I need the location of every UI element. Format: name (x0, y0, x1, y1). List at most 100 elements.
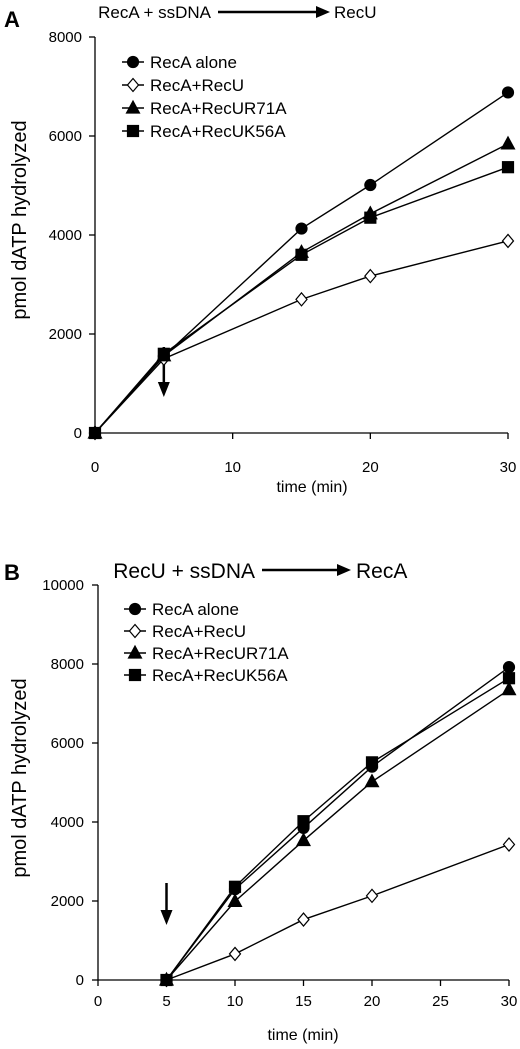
panel-b-y-tick-label: 8000 (51, 656, 84, 673)
panel-a-legend-label: RecA+RecUR71A (150, 99, 287, 118)
panel-a-x-tick-label: 20 (362, 459, 379, 476)
panel-b-legend-entry: RecA+RecU (124, 622, 246, 641)
panel-a-y-tick-label: 0 (74, 425, 82, 442)
panel-b-data-point (365, 756, 379, 769)
panel-b-y-tick-label: 2000 (51, 893, 84, 910)
panel-b-x-tick-label: 10 (227, 993, 244, 1010)
panel-a-data-point (500, 135, 516, 150)
panel-a-data-point (364, 268, 377, 284)
panel-a-legend-label: RecA+RecUK56A (150, 122, 286, 141)
panel-b-series-line (165, 689, 510, 981)
panel-a-letter: A (4, 7, 20, 32)
panel-a-y-tick-label: 2000 (49, 326, 82, 343)
panel-a-data-point (295, 291, 308, 307)
panel-a-legend-marker (126, 55, 140, 69)
panel-a-legend-marker (125, 99, 141, 114)
panel-b-legend-entry: RecA+RecUR71A (124, 644, 289, 663)
panel-b-x-tick-label: 5 (162, 993, 170, 1010)
panel-b-y-tick-label: 10000 (42, 577, 84, 594)
panel-b-x-tick-label: 15 (295, 993, 312, 1010)
panel-b-x-tick-label: 20 (364, 993, 381, 1010)
panel-b-legend-label: RecA+RecUR71A (152, 644, 289, 663)
panel-b-series-0 (160, 661, 516, 987)
panel-b-data-point (227, 893, 243, 907)
panel-a-data-point (501, 86, 515, 99)
panel-b-x-tick-label: 0 (94, 993, 102, 1010)
panel-b-y-tick-label: 4000 (51, 814, 84, 831)
panel-b-addition-arrow (160, 883, 173, 925)
panel-a-header-left: RecA + ssDNA (98, 3, 212, 22)
panel-b-data-point (502, 837, 516, 852)
panel-a-data-point (501, 233, 515, 249)
panel-a-series-1 (88, 233, 515, 441)
panel-b-series-3 (160, 672, 516, 987)
panel-b-letter: B (4, 560, 20, 585)
panel-a-legend-entry: RecA+RecUR71A (122, 99, 287, 118)
panel-a-series-2 (87, 135, 516, 439)
panel-b-header-arrow (262, 564, 351, 576)
panel-a-data-point (295, 222, 308, 235)
panel-b-data-point (297, 912, 310, 927)
panel-b-data-point (364, 773, 380, 788)
panel-b-data-point (228, 946, 242, 962)
panel-b-data-point (160, 973, 173, 987)
panel-a-legend-marker (126, 124, 140, 138)
panel-a-y-tick-label: 8000 (49, 29, 82, 46)
panel-a-x-tick-label: 30 (500, 459, 517, 476)
panel-b-legend-label: RecA+RecU (152, 622, 246, 641)
panel-a-x-tick-label: 10 (224, 459, 241, 476)
panel-a-y-tick-label: 4000 (49, 227, 82, 244)
panel-a-data-point (364, 178, 377, 192)
panel-b-legend: RecA alone RecA+RecU RecA+RecUR71A RecA+Rec… (124, 600, 289, 685)
panel-a-legend-label: RecA alone (150, 53, 237, 72)
panel-b-data-point (297, 815, 310, 828)
panel-b: B RecU + ssDNA RecA pmol dATP hydrolyzed… (4, 560, 517, 1044)
panel-a-data-point (501, 161, 515, 174)
panel-a: A RecA + ssDNA RecU pmol dATP hydrolyzed… (4, 3, 516, 496)
panel-b-data-point (501, 681, 517, 696)
panel-a-legend-marker (126, 77, 140, 93)
panel-b-data-point (295, 832, 312, 847)
panel-a-xlabel: time (min) (276, 479, 347, 496)
panel-a-series-line (94, 143, 509, 434)
panel-a-series-line (94, 91, 509, 434)
panel-b-legend-entry: RecA+RecUK56A (124, 666, 288, 685)
panel-b-legend-marker (128, 623, 142, 639)
panel-b-legend-label: RecA alone (152, 600, 239, 619)
panel-a-header-arrow (218, 6, 330, 18)
panel-a-data-point (157, 347, 170, 360)
panel-b-data-point (365, 888, 379, 904)
panel-a-legend-entry: RecA+RecU (122, 76, 244, 95)
panel-a-series-3 (88, 161, 515, 440)
panel-b-x-tick-label: 30 (501, 993, 518, 1010)
panel-a-header-right: RecU (334, 3, 377, 22)
panel-a-x-tick-label: 0 (91, 459, 99, 476)
panel-a-legend-entry: RecA alone (122, 53, 237, 72)
panel-b-xlabel: time (min) (267, 1027, 338, 1044)
panel-b-legend-marker (127, 644, 143, 659)
panel-b-legend-label: RecA+RecUK56A (152, 666, 288, 685)
panel-b-data-point (502, 672, 516, 685)
panel-a-legend-entry: RecA+RecUK56A (122, 122, 286, 141)
panel-b-x-tick-label: 25 (432, 993, 449, 1010)
panel-a-ylabel: pmol dATP hydrolyzed (9, 120, 31, 319)
panel-a-y-tick-label: 6000 (49, 128, 82, 145)
panel-a-legend-label: RecA+RecU (150, 76, 244, 95)
panel-b-header-right: RecA (356, 560, 407, 583)
panel-a-data-point (364, 211, 377, 224)
panel-b-y-tick-label: 0 (76, 972, 84, 989)
panel-b-header-left: RecU + ssDNA (113, 560, 255, 583)
panel-b-plot: 0 2000 4000 6000 8000 10000 0 5 10 15 20 25 30 (42, 577, 517, 1010)
panel-b-legend-marker (128, 602, 142, 616)
panel-b-legend-marker (128, 668, 142, 682)
panel-b-legend-entry: RecA alone (124, 600, 239, 619)
panel-b-series-1 (160, 837, 516, 988)
panel-a-series-line (94, 240, 509, 434)
panel-b-ylabel: pmol dATP hydrolyzed (9, 678, 31, 877)
panel-a-plot: 0 2000 4000 6000 8000 0 10 20 30 (49, 29, 517, 476)
panel-b-data-point (502, 661, 516, 674)
panel-b-series-2 (158, 681, 517, 986)
panel-b-y-tick-label: 6000 (51, 735, 84, 752)
panel-b-series-line (165, 666, 510, 981)
